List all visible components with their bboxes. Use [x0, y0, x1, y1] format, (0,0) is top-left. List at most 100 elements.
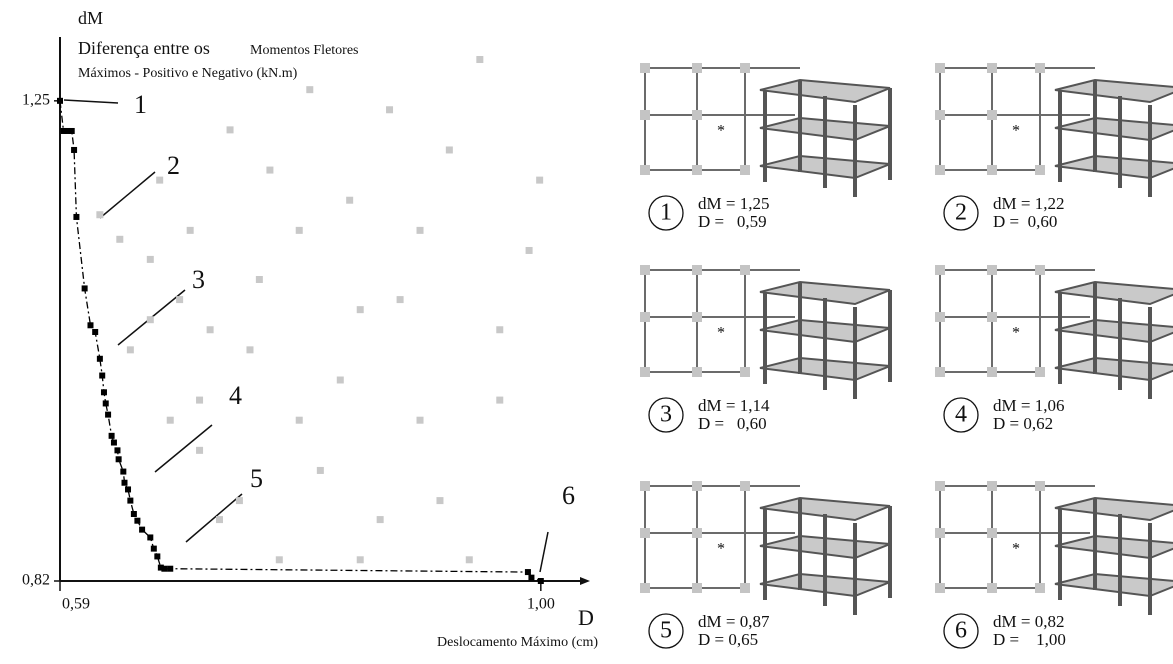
x-tick-label: 1,00 [527, 596, 555, 613]
point [496, 326, 503, 333]
pillar [987, 481, 997, 491]
pillar [640, 265, 650, 275]
y-axis-title: Máximos - Positivo e Negativo (kN.m) [78, 66, 298, 81]
point [127, 498, 133, 504]
point [346, 197, 353, 204]
pillar [640, 165, 650, 175]
center-mark: * [1012, 325, 1020, 342]
pillar [987, 528, 997, 538]
pillar [935, 583, 945, 593]
point [538, 578, 544, 584]
point [207, 326, 214, 333]
annotation: 2 [167, 151, 180, 180]
pillar [1035, 481, 1045, 491]
panel: *6dM = 0,82D = 1,00 [935, 481, 1173, 649]
point [236, 497, 243, 504]
pillar [640, 63, 650, 73]
point [476, 56, 483, 63]
x-axis-arrow [580, 577, 590, 585]
pillar [935, 165, 945, 175]
annotation: 6 [562, 481, 575, 510]
slab [1055, 536, 1173, 558]
pillar [987, 165, 997, 175]
pillar [740, 481, 750, 491]
y-axis-title: dM [78, 8, 103, 28]
plan [645, 68, 800, 170]
point [82, 285, 88, 291]
point [131, 511, 137, 517]
y-axis-title: Diferença entre os [78, 38, 210, 58]
point [357, 306, 364, 313]
point [71, 147, 77, 153]
point [109, 433, 115, 439]
pillar [740, 165, 750, 175]
point [122, 480, 128, 486]
point [116, 456, 122, 462]
pillar [692, 63, 702, 73]
point [99, 373, 105, 379]
point [417, 417, 424, 424]
point [125, 486, 131, 492]
point [525, 569, 531, 575]
pillar [935, 528, 945, 538]
point [134, 518, 140, 524]
figure: dM Diferença entre os Momentos Fletores … [0, 0, 1173, 664]
center-mark: * [717, 123, 725, 140]
pillar [692, 312, 702, 322]
point [317, 467, 324, 474]
point [357, 556, 364, 563]
point [161, 566, 167, 572]
pillar [935, 265, 945, 275]
panel-dm: dM = 1,06 [993, 396, 1064, 415]
point [227, 126, 234, 133]
pillar [987, 110, 997, 120]
point [216, 516, 223, 523]
panel-d: D = 0,62 [993, 414, 1053, 433]
pillar [935, 63, 945, 73]
pillar [692, 583, 702, 593]
annotation: 3 [192, 265, 205, 294]
point [196, 397, 203, 404]
panel-dm: dM = 1,22 [993, 194, 1064, 213]
point [151, 546, 157, 552]
pillar [987, 63, 997, 73]
point [296, 227, 303, 234]
point [526, 247, 533, 254]
point [397, 296, 404, 303]
point [337, 377, 344, 384]
pillar [740, 583, 750, 593]
panel-d: D = 1,00 [993, 630, 1066, 649]
panel-dm: dM = 1,25 [698, 194, 769, 213]
pillar [987, 367, 997, 377]
point [73, 214, 79, 220]
x-axis-title: Deslocamento Máximo (cm) [437, 635, 598, 650]
point [167, 566, 173, 572]
leader [100, 172, 155, 218]
panel-d: D = 0,60 [698, 414, 767, 433]
center-mark: * [717, 325, 725, 342]
point [147, 316, 154, 323]
pillar [935, 367, 945, 377]
leader [186, 494, 242, 542]
slab [1055, 282, 1173, 304]
point [296, 417, 303, 424]
y-axis-title: Momentos Fletores [250, 43, 359, 58]
x-tick-label: 0,59 [62, 596, 90, 613]
point [256, 276, 263, 283]
point [111, 440, 117, 446]
point [116, 236, 123, 243]
point [528, 575, 534, 581]
pillar [1035, 583, 1045, 593]
point [103, 400, 109, 406]
panel-number: 5 [660, 618, 672, 644]
panel-number: 3 [660, 402, 672, 428]
pillar [987, 265, 997, 275]
point [446, 146, 453, 153]
pillar [692, 481, 702, 491]
pillar [987, 312, 997, 322]
slab [1055, 118, 1173, 140]
